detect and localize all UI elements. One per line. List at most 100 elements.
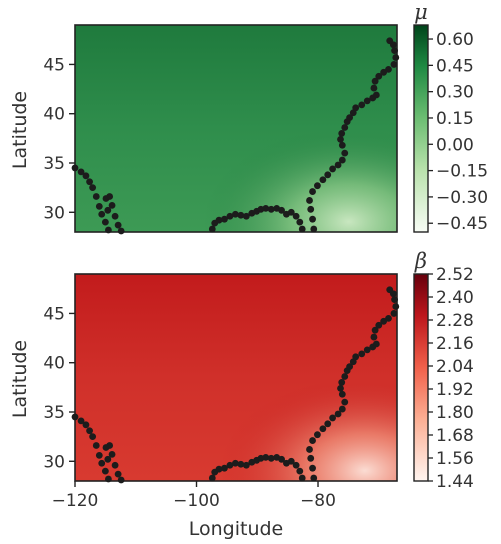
coastline-point — [226, 461, 234, 469]
coastline-point — [309, 464, 316, 472]
colorbar-tick-label: 0.60 — [436, 30, 474, 50]
coastline-point — [329, 165, 336, 173]
coastline-point — [237, 211, 245, 219]
x-tick-label: −120 — [52, 491, 99, 511]
coastline-point — [370, 333, 378, 341]
coastline-point — [319, 425, 327, 433]
y-tick-label: 45 — [43, 55, 65, 75]
coastline-point — [111, 212, 119, 220]
coastline-point — [95, 202, 103, 210]
coastline-point — [215, 216, 223, 224]
coastline-point — [221, 215, 228, 223]
coastline-point — [98, 210, 106, 218]
coastline-point — [114, 221, 122, 229]
colorbar-tick-label: −0.30 — [436, 188, 488, 208]
coastline-point — [71, 164, 79, 172]
coastline-point — [386, 37, 394, 45]
coastline-point — [324, 171, 332, 179]
coastline-point — [386, 286, 394, 294]
top-coastline — [71, 37, 400, 235]
coastline-point — [231, 459, 239, 467]
bottom-panel: 45 40 35 30 −120 −100 −80 Latitude Longitude — [9, 273, 400, 540]
coastline-point — [385, 65, 392, 73]
y-tick-label: 40 — [43, 105, 65, 125]
coastline-point — [117, 476, 125, 484]
coastline-point — [307, 454, 315, 462]
top-axes-frame — [74, 24, 398, 233]
y-tick-label: 30 — [43, 452, 65, 472]
x-tick-label: −80 — [300, 491, 336, 511]
coastline-point — [329, 414, 336, 422]
y-tick-label: 35 — [43, 403, 65, 423]
coastline-point — [114, 470, 122, 478]
beta-colorbar-gradient — [414, 274, 428, 481]
colorbar-tick-label: 1.44 — [436, 472, 474, 492]
colorbar-tick-label: 2.28 — [436, 311, 474, 331]
coastline-point — [267, 454, 275, 462]
bottom-y-axis: 45 40 35 30 — [43, 304, 75, 472]
coastline-point — [292, 461, 300, 469]
coastline-point — [372, 91, 380, 99]
coastline-point — [338, 405, 346, 413]
coastline-point — [89, 433, 97, 441]
coastline-point — [370, 84, 378, 92]
coastline-point — [334, 161, 342, 169]
coastline-point — [319, 176, 327, 184]
coastline-point — [108, 201, 116, 209]
coastline-point — [375, 72, 383, 80]
coastline-point — [82, 172, 90, 180]
coastline-point — [117, 227, 125, 235]
coastline-point — [310, 225, 318, 233]
coastline-point — [392, 54, 400, 61]
mu-colorbar-ticks: 0.60 0.45 0.30 0.15 0.00 −0.15 −0.30 −0.45 — [428, 30, 488, 234]
beta-colorbar: 2.52 2.40 2.28 2.16 2.04 1.92 1.80 1.68 1.56 1.44… — [413, 249, 474, 492]
colorbar-tick-label: 0.00 — [436, 135, 474, 155]
bottom-axes-frame — [74, 273, 398, 482]
mu-colorbar-label: μ — [414, 0, 428, 24]
coastline-point — [338, 390, 346, 398]
coastline-point — [309, 437, 316, 444]
coastline-point — [95, 451, 103, 459]
coastline-point — [338, 141, 346, 149]
coastline-point — [372, 340, 380, 348]
coastline-point — [242, 212, 250, 220]
coastline-point — [314, 431, 321, 439]
coastline-point — [101, 467, 109, 475]
mu-colorbar-gradient — [414, 25, 428, 232]
coastline-point — [104, 206, 112, 214]
coastline-point — [237, 460, 245, 468]
bottom-xlabel: Longitude — [189, 518, 284, 540]
bottom-x-axis: −120 −100 −80 — [52, 481, 336, 511]
coastline-point — [341, 124, 349, 131]
colorbar-tick-label: 1.92 — [436, 380, 474, 400]
y-tick-label: 35 — [43, 154, 65, 174]
coastline-point — [89, 184, 97, 192]
beta-colorbar-frame — [413, 273, 429, 482]
coastline-point — [358, 350, 366, 358]
colorbar-tick-label: 0.30 — [436, 83, 474, 103]
coastline-point — [98, 459, 106, 467]
coastline-point — [338, 379, 346, 386]
coastline-point — [306, 197, 313, 204]
coastline-point — [390, 61, 398, 68]
coastline-point — [314, 182, 321, 190]
coastline-point — [380, 68, 388, 76]
coastline-point — [346, 363, 354, 371]
x-tick-label: −100 — [173, 491, 220, 511]
top-ylabel: Latitude — [9, 91, 31, 169]
coastline-point — [390, 310, 398, 317]
coastline-point — [108, 450, 116, 458]
coastline-point — [86, 427, 93, 435]
coastline-point — [341, 398, 349, 406]
coastline-point — [391, 47, 398, 55]
coastline-point — [358, 101, 366, 109]
coastline-point — [104, 455, 112, 463]
coastline-point — [71, 413, 79, 421]
coastline-point — [92, 193, 100, 200]
coastline-point — [86, 178, 93, 186]
bottom-coastline — [71, 286, 400, 484]
y-tick-label: 30 — [43, 203, 65, 223]
colorbar-tick-label: 0.45 — [436, 56, 474, 76]
mu-heatmap-overlay — [75, 25, 397, 232]
y-tick-label: 45 — [43, 304, 65, 324]
